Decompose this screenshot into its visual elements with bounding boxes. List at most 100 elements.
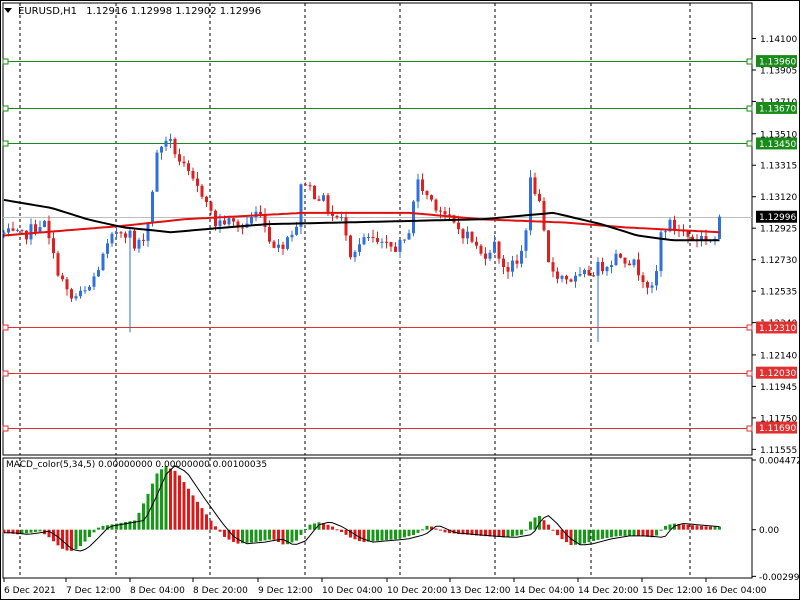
macd-bar	[488, 529, 492, 537]
macd-bar	[493, 529, 496, 537]
candle-body	[295, 226, 298, 235]
macd-bar	[155, 473, 159, 530]
macd-bar	[466, 529, 469, 535]
candle-body	[493, 241, 496, 253]
candle-body	[250, 216, 253, 224]
macd-bar	[200, 508, 204, 530]
candle	[475, 236, 478, 249]
level-anchor[interactable]	[2, 370, 9, 377]
candle-body	[16, 229, 19, 231]
candle	[151, 190, 154, 227]
candle	[596, 257, 600, 342]
macd-bar	[88, 529, 91, 538]
macd-bar	[659, 529, 663, 531]
candle	[313, 185, 316, 200]
macd-bar	[281, 529, 285, 545]
macd-bar	[119, 522, 123, 530]
macd-bar	[151, 483, 154, 530]
candle-body	[520, 250, 523, 264]
candle	[191, 167, 195, 182]
macd-tick-label: -0.0029950	[759, 573, 800, 583]
candle	[79, 286, 82, 299]
candle-body	[106, 243, 109, 254]
candle	[110, 231, 114, 247]
level-anchor[interactable]	[746, 58, 753, 65]
candle-body	[169, 138, 172, 141]
macd-bar	[146, 493, 150, 530]
level-anchor[interactable]	[2, 105, 9, 112]
candle	[646, 280, 649, 295]
macd-bar	[317, 522, 321, 530]
candle-body	[97, 270, 100, 277]
candle-body	[34, 224, 37, 232]
macd-bar	[286, 529, 289, 545]
macd-bar	[574, 529, 577, 545]
level-anchor[interactable]	[746, 140, 753, 147]
macd-bar	[695, 525, 699, 530]
candle	[560, 274, 564, 283]
macd-bar	[254, 529, 258, 542]
candle	[169, 133, 172, 148]
candle-body	[407, 233, 411, 240]
macd-bar	[227, 529, 231, 540]
candle	[457, 215, 460, 234]
macd-bar	[470, 529, 474, 536]
triangle-down-icon[interactable]	[4, 8, 12, 13]
candle	[38, 220, 42, 233]
vertical-grid	[19, 3, 691, 578]
candle-body	[52, 238, 55, 254]
macd-bar	[92, 529, 96, 533]
candle-body	[623, 257, 627, 264]
candle	[434, 198, 438, 213]
macd-bar	[497, 529, 501, 538]
candle	[349, 234, 352, 260]
level-price-label: 1.12310	[759, 324, 796, 334]
macd-bar	[569, 529, 573, 546]
candle-body	[358, 244, 361, 252]
macd-bar	[268, 529, 271, 540]
candle	[155, 149, 159, 192]
candle	[317, 195, 321, 202]
macd-bar	[434, 528, 438, 530]
candle	[43, 219, 46, 228]
candle	[308, 182, 312, 191]
macd-bar	[205, 514, 208, 530]
candle-body	[542, 200, 546, 231]
macd-bar	[556, 529, 559, 536]
price-tick-label: 1.11750	[760, 414, 797, 424]
level-anchor[interactable]	[2, 140, 9, 147]
candle-body	[646, 282, 649, 288]
macd-bar	[218, 529, 222, 532]
level-anchor[interactable]	[2, 425, 9, 432]
level-anchor[interactable]	[746, 425, 753, 432]
candle	[52, 232, 55, 259]
candle-body	[259, 211, 262, 215]
candle	[583, 268, 586, 278]
macd-bar	[623, 529, 627, 536]
macd-bar	[182, 482, 186, 530]
candle	[578, 267, 582, 278]
candle-body	[506, 266, 510, 272]
candle-body	[115, 232, 118, 234]
macd-bar	[61, 529, 64, 549]
level-anchor[interactable]	[746, 105, 753, 112]
macd-bar	[637, 529, 640, 537]
level-anchor[interactable]	[746, 370, 753, 377]
macd-bar	[547, 524, 550, 530]
candle-body	[574, 275, 577, 282]
level-anchor[interactable]	[2, 324, 9, 331]
macd-bar	[178, 475, 181, 530]
level-anchor[interactable]	[2, 58, 9, 65]
macd-bar	[389, 529, 393, 540]
candle	[209, 200, 213, 215]
candle-body	[704, 236, 708, 242]
macd-bar	[223, 529, 226, 537]
level-anchor[interactable]	[746, 324, 753, 331]
candle-body	[304, 184, 307, 186]
macd-bar	[407, 529, 411, 537]
candle-body	[191, 170, 195, 179]
macd-bar	[2, 529, 6, 533]
candle	[502, 254, 505, 275]
candle	[538, 189, 541, 203]
